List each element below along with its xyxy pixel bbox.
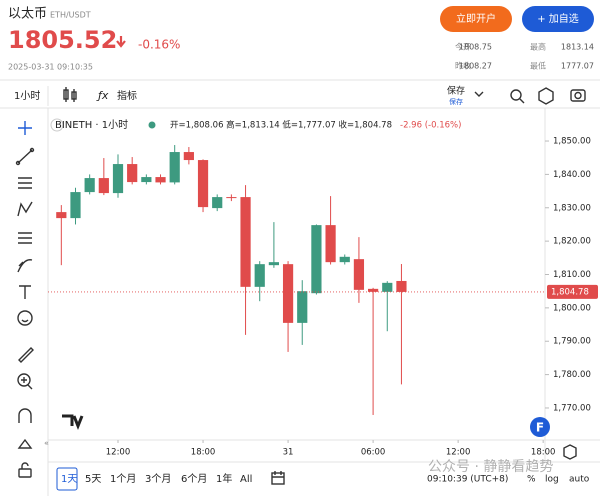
y-tick-label: 1,810.00 xyxy=(553,270,591,280)
timestamp: 2025-03-31 09:10:35 xyxy=(8,63,93,72)
stat-label: 今开 xyxy=(455,42,471,52)
candle-body xyxy=(268,262,279,266)
asset-name: 以太币 xyxy=(8,7,47,22)
range-selected xyxy=(56,467,78,491)
chart-ohlc: 开=1,808.06 高=1,813.14 低=1,777.07 收=1,804… xyxy=(170,120,392,131)
open-account-button[interactable] xyxy=(440,6,512,32)
camera-icon[interactable] xyxy=(570,89,586,102)
footer-time: 09:10:39 (UTC+8) xyxy=(427,475,508,485)
candle-body xyxy=(382,282,393,292)
x-tick-label: 06:00 xyxy=(361,448,386,458)
save[interactable]: 保存 xyxy=(447,85,465,97)
stat-value: 1808.27 xyxy=(459,62,492,71)
chart-symbol: BINETH · 1小时 xyxy=(55,119,128,131)
x-tick-label: 12:00 xyxy=(446,448,471,458)
candle-body xyxy=(197,160,209,208)
x-tick-label: 18:00 xyxy=(191,448,216,458)
candle-body xyxy=(155,177,166,183)
stat-value: 1808.75 xyxy=(459,43,492,52)
range-option[interactable]: 5天 xyxy=(85,474,101,485)
plot xyxy=(48,145,545,415)
drawing-tools[interactable] xyxy=(15,121,35,478)
range-option[interactable]: 1个月 xyxy=(110,473,136,485)
y-tick-label: 1,840.00 xyxy=(553,170,591,180)
stat-label: 最低 xyxy=(530,61,546,71)
stat-value: 1777.07 xyxy=(561,62,594,71)
candle-body xyxy=(212,197,223,209)
stat-label: 最高 xyxy=(530,42,546,52)
dropdown-icon[interactable] xyxy=(474,91,484,97)
x-tick-label: 12:00 xyxy=(106,448,131,458)
x-tick-label: 18:00 xyxy=(531,448,556,458)
range-option[interactable]: All xyxy=(240,474,252,485)
candle-type-icon[interactable] xyxy=(63,87,77,102)
candle-body xyxy=(70,192,81,219)
range-option[interactable]: 1年 xyxy=(216,472,232,485)
watchlist-label[interactable]: + 加自选 xyxy=(537,12,579,25)
down-arrow xyxy=(116,36,126,48)
last-price-box xyxy=(547,284,598,299)
interval[interactable]: 1小时 xyxy=(14,90,40,102)
chart-change: -2.96 (-0.16%) xyxy=(400,121,461,131)
range-option[interactable]: 3个月 xyxy=(145,473,171,485)
y-tick-label: 1,790.00 xyxy=(553,337,591,347)
badge[interactable] xyxy=(530,417,550,437)
y-tick-label: 1,830.00 xyxy=(553,203,591,213)
x-tick-label: 31 xyxy=(283,448,294,458)
candle-body xyxy=(183,152,194,161)
range-option[interactable]: 1天 xyxy=(61,474,77,485)
price: 1805.52 xyxy=(8,26,117,54)
range-bar: 1天 5天 1个月 3个月 6个月 1年 All xyxy=(56,467,252,491)
open-account-label[interactable]: 立即开户 xyxy=(456,12,496,25)
price-change: -0.16% xyxy=(138,38,180,52)
collapse-icon[interactable]: « xyxy=(44,439,49,448)
candle-body xyxy=(127,164,138,183)
tv-logo xyxy=(62,414,84,431)
percent-toggle[interactable]: % xyxy=(527,475,536,485)
settings-icon[interactable] xyxy=(538,87,554,105)
auto-toggle[interactable]: auto xyxy=(569,475,590,485)
candle-body xyxy=(98,178,109,194)
candle-body xyxy=(339,256,350,263)
candle-body xyxy=(112,164,124,194)
y-tick-label: 1,800.00 xyxy=(553,303,591,313)
alert-icon[interactable] xyxy=(510,89,525,104)
candle-body xyxy=(226,197,237,199)
y-tick-label: 1,850.00 xyxy=(553,137,591,147)
candle-body xyxy=(56,212,67,219)
candle-body xyxy=(169,152,180,183)
candle-body xyxy=(254,264,265,287)
stat-value: 1813.14 xyxy=(561,43,594,52)
symbol-icon xyxy=(50,118,64,132)
watermark: 公众号 · 静静看趋势 xyxy=(428,459,553,475)
candle-body xyxy=(141,177,152,183)
watchlist-button[interactable] xyxy=(522,6,594,32)
candle-body xyxy=(325,225,336,263)
fx-icon[interactable]: ƒx xyxy=(96,89,109,102)
candle-body xyxy=(297,291,308,323)
badge-letter[interactable]: F xyxy=(536,421,544,435)
range-option[interactable]: 6个月 xyxy=(181,473,207,485)
log-toggle[interactable]: log xyxy=(545,475,559,485)
y-tick-label: 1,820.00 xyxy=(553,237,591,247)
y-tick-label: 1,780.00 xyxy=(553,370,591,380)
calendar-icon[interactable] xyxy=(271,471,285,485)
indicators[interactable]: 指标 xyxy=(117,89,137,102)
candle-body xyxy=(353,259,365,290)
last-price-label: 1,804.78 xyxy=(551,287,589,297)
y-tick-label: 1,770.00 xyxy=(553,403,591,413)
status-dot xyxy=(148,121,156,129)
axis-settings[interactable] xyxy=(563,444,577,460)
candle-body xyxy=(240,197,251,287)
candle-body xyxy=(84,178,95,193)
candle-body xyxy=(282,264,294,323)
candle-body xyxy=(396,280,407,292)
asset-pair: ETH/USDT xyxy=(50,11,91,20)
candle-body xyxy=(311,225,322,294)
candle-body xyxy=(367,288,379,292)
save-sub[interactable]: 保存 xyxy=(449,97,463,106)
stat-label: 昨收 xyxy=(455,61,471,71)
